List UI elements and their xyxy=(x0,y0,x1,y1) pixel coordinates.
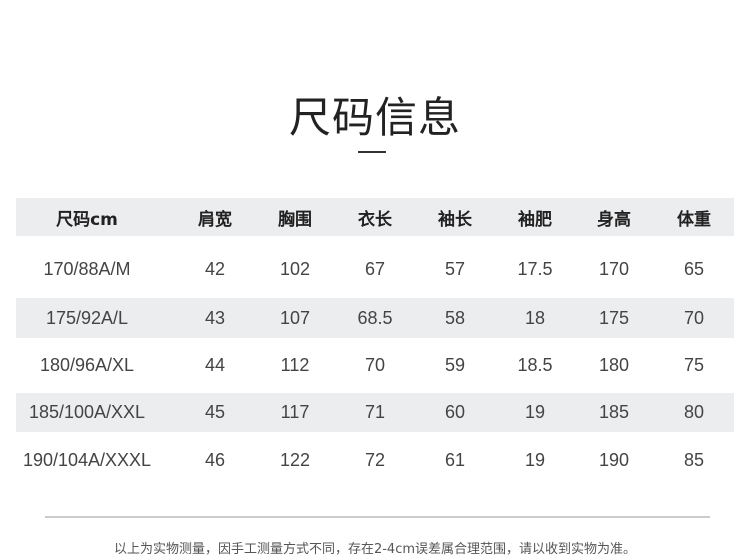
title-underline xyxy=(358,151,386,153)
table-header: 尺码cm 肩宽 胸围 衣长 袖长 袖肥 身高 体重 xyxy=(16,198,734,236)
table-cell: 57 xyxy=(444,258,466,279)
header-cell: 体重 xyxy=(677,209,711,230)
table-cell: 60 xyxy=(444,402,466,422)
table-cell: 175 xyxy=(598,307,630,328)
table-cell: 71 xyxy=(364,402,386,422)
table-cell: 170/88A/M xyxy=(43,258,131,279)
table-cell: 19 xyxy=(524,402,546,422)
table-cell: 43 xyxy=(204,307,226,328)
header-cell: 衣长 xyxy=(358,209,392,230)
table-cell: 42 xyxy=(204,258,226,279)
table-cell: 17.5 xyxy=(517,258,553,279)
table-row: 190/104A/XXXL 46 122 72 61 19 190 85 xyxy=(16,432,734,488)
table-cell: 75 xyxy=(683,355,705,375)
table-cell: 67 xyxy=(364,258,386,279)
table-cell: 65 xyxy=(683,258,705,279)
header-cell: 肩宽 xyxy=(198,209,232,230)
header-cell: 袖长 xyxy=(438,209,472,230)
table-cell: 102 xyxy=(279,258,311,279)
table-cell: 46 xyxy=(204,449,226,470)
table-cell: 175/92A/L xyxy=(45,307,129,328)
table-cell: 19 xyxy=(524,449,546,470)
table-row: 170/88A/M 42 102 67 57 17.5 170 65 xyxy=(16,240,734,298)
table-cell: 58 xyxy=(444,307,466,328)
table-cell: 117 xyxy=(280,402,310,422)
table-cell: 190/104A/XXXL xyxy=(22,449,152,470)
table-cell: 70 xyxy=(364,355,386,375)
table-cell: 185/100A/XXL xyxy=(28,402,146,422)
table-row: 180/96A/XL 44 112 70 59 18.5 180 75 xyxy=(16,338,734,393)
table-cell: 68.5 xyxy=(357,307,393,328)
table-cell: 180 xyxy=(598,355,630,375)
table-cell: 18.5 xyxy=(517,355,553,375)
header-cell: 尺码cm xyxy=(56,209,118,230)
measurement-note: 以上为实物测量，因手工测量方式不同，存在2-4cm误差属合理范围，请以收到实物为… xyxy=(113,542,637,557)
table-cell: 85 xyxy=(683,449,705,470)
table-cell: 18 xyxy=(524,307,546,328)
table-cell: 70 xyxy=(683,307,705,328)
table-cell: 59 xyxy=(444,355,466,375)
table-cell: 112 xyxy=(280,355,310,375)
table-cell: 122 xyxy=(279,449,311,470)
header-cell: 身高 xyxy=(597,209,631,230)
table-cell: 190 xyxy=(598,449,630,470)
table-cell: 61 xyxy=(444,449,466,470)
divider xyxy=(45,516,710,518)
header-cell: 胸围 xyxy=(278,209,312,230)
table-cell: 72 xyxy=(364,449,386,470)
table-cell: 80 xyxy=(683,402,705,422)
table-cell: 44 xyxy=(204,355,226,375)
table-cell: 170 xyxy=(598,258,630,279)
header-cell: 袖肥 xyxy=(518,209,552,230)
table-cell: 107 xyxy=(279,307,311,328)
table-cell: 185 xyxy=(598,402,630,422)
table-cell: 180/96A/XL xyxy=(39,355,135,375)
table-cell: 45 xyxy=(204,402,226,422)
table-row: 185/100A/XXL 45 117 71 60 19 185 80 xyxy=(16,393,734,432)
page-title: 尺码信息 xyxy=(288,93,461,142)
table-row: 175/92A/L 43 107 68.5 58 18 175 70 xyxy=(16,298,734,338)
